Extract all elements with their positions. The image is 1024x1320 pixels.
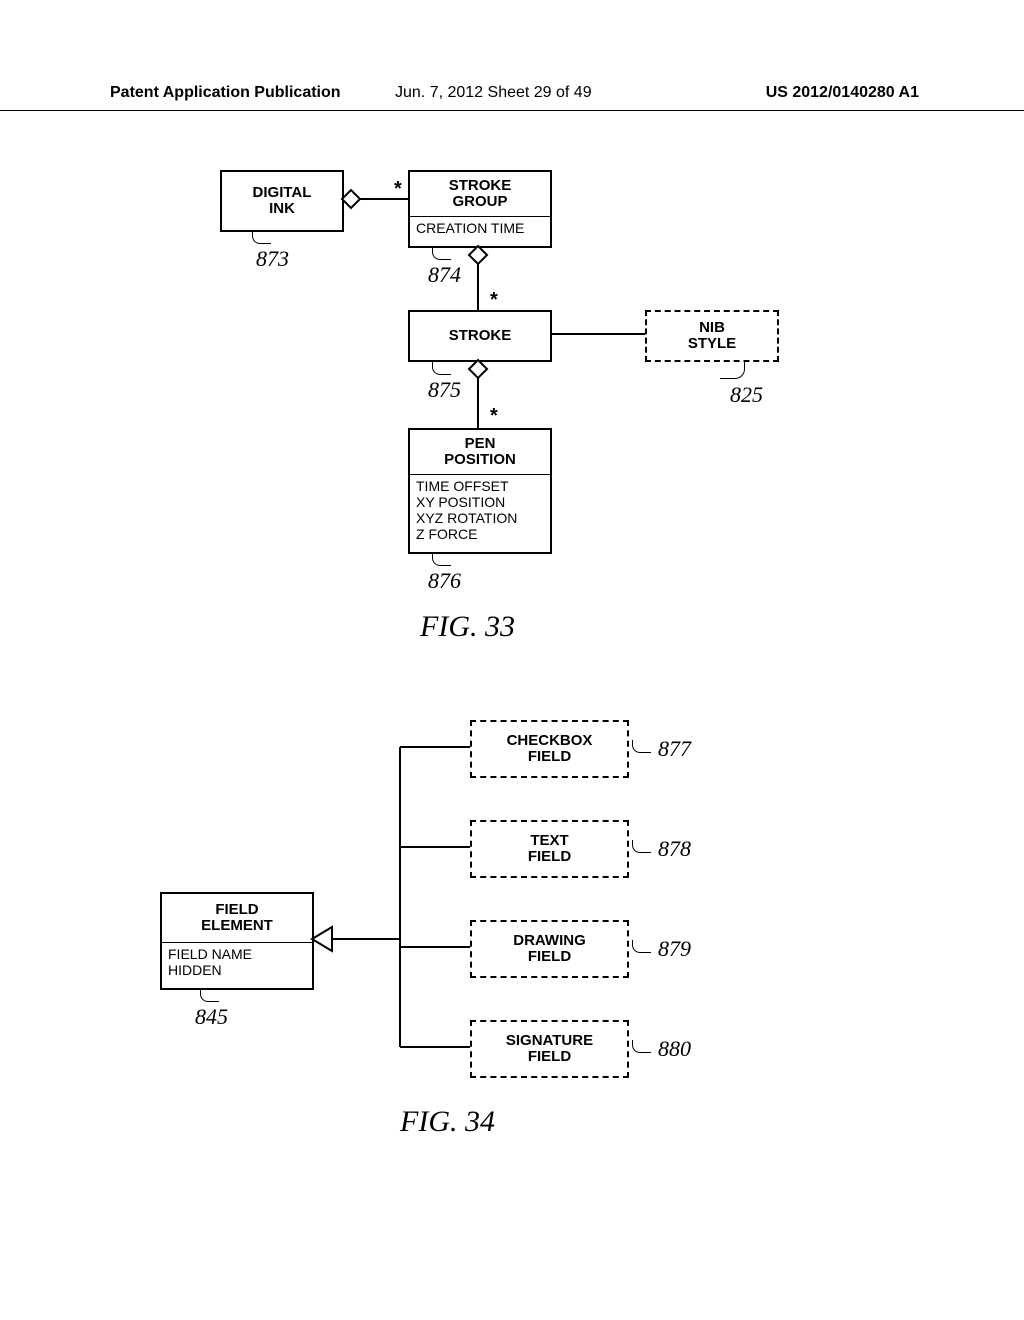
tick-874 <box>432 247 451 260</box>
ref-875: 875 <box>428 377 461 403</box>
box-digital-ink: DIGITAL INK <box>220 170 344 232</box>
box-drawing-field: DRAWING FIELD <box>470 920 629 978</box>
fig33-caption: FIG. 33 <box>420 610 515 644</box>
fig34-caption: FIG. 34 <box>400 1105 495 1139</box>
tick-880 <box>632 1040 651 1053</box>
tick-879 <box>632 940 651 953</box>
pen-position-title: PEN POSITION <box>410 430 550 474</box>
ref-873: 873 <box>256 246 289 272</box>
box-field-element: FIELD ELEMENT FIELD NAME HIDDEN <box>160 892 314 990</box>
pen-position-attr: TIME OFFSET XY POSITION XYZ ROTATION Z F… <box>410 474 550 545</box>
page-header: Patent Application Publication Jun. 7, 2… <box>0 80 1024 111</box>
tick-878 <box>632 840 651 853</box>
ref-825: 825 <box>730 382 763 408</box>
box-stroke-group: STROKE GROUP CREATION TIME <box>408 170 552 248</box>
stroke-group-title: STROKE GROUP <box>410 172 550 216</box>
tick-825 <box>720 360 745 379</box>
star-3: * <box>490 405 498 428</box>
ref-877: 877 <box>658 736 691 762</box>
stroke-title: STROKE <box>410 328 550 345</box>
page: Patent Application Publication Jun. 7, 2… <box>0 0 1024 1320</box>
box-nib-style: NIB STYLE <box>645 310 779 362</box>
field-element-attr: FIELD NAME HIDDEN <box>162 942 312 981</box>
ref-880: 880 <box>658 1036 691 1062</box>
text-title: TEXT FIELD <box>472 833 627 866</box>
checkbox-title: CHECKBOX FIELD <box>472 733 627 766</box>
ref-876: 876 <box>428 568 461 594</box>
ref-879: 879 <box>658 936 691 962</box>
star-1: * <box>394 178 402 201</box>
tick-876 <box>432 553 451 566</box>
ref-845: 845 <box>195 1004 228 1030</box>
ref-874: 874 <box>428 262 461 288</box>
header-center: Jun. 7, 2012 Sheet 29 of 49 <box>395 84 592 102</box>
box-signature-field: SIGNATURE FIELD <box>470 1020 629 1078</box>
header-left: Patent Application Publication <box>110 84 341 102</box>
field-element-title: FIELD ELEMENT <box>162 894 312 942</box>
box-stroke: STROKE <box>408 310 552 362</box>
drawing-title: DRAWING FIELD <box>472 933 627 966</box>
tick-875 <box>432 362 451 375</box>
stroke-group-attr: CREATION TIME <box>410 216 550 239</box>
signature-title: SIGNATURE FIELD <box>472 1033 627 1066</box>
nib-style-title: NIB STYLE <box>647 320 777 353</box>
header-right: US 2012/0140280 A1 <box>766 84 919 102</box>
digital-ink-title: DIGITAL INK <box>222 185 342 218</box>
star-2: * <box>490 289 498 312</box>
ref-878: 878 <box>658 836 691 862</box>
box-pen-position: PEN POSITION TIME OFFSET XY POSITION XYZ… <box>408 428 552 554</box>
box-text-field: TEXT FIELD <box>470 820 629 878</box>
tick-873 <box>252 231 271 244</box>
tick-845 <box>200 989 219 1002</box>
box-checkbox-field: CHECKBOX FIELD <box>470 720 629 778</box>
tick-877 <box>632 740 651 753</box>
